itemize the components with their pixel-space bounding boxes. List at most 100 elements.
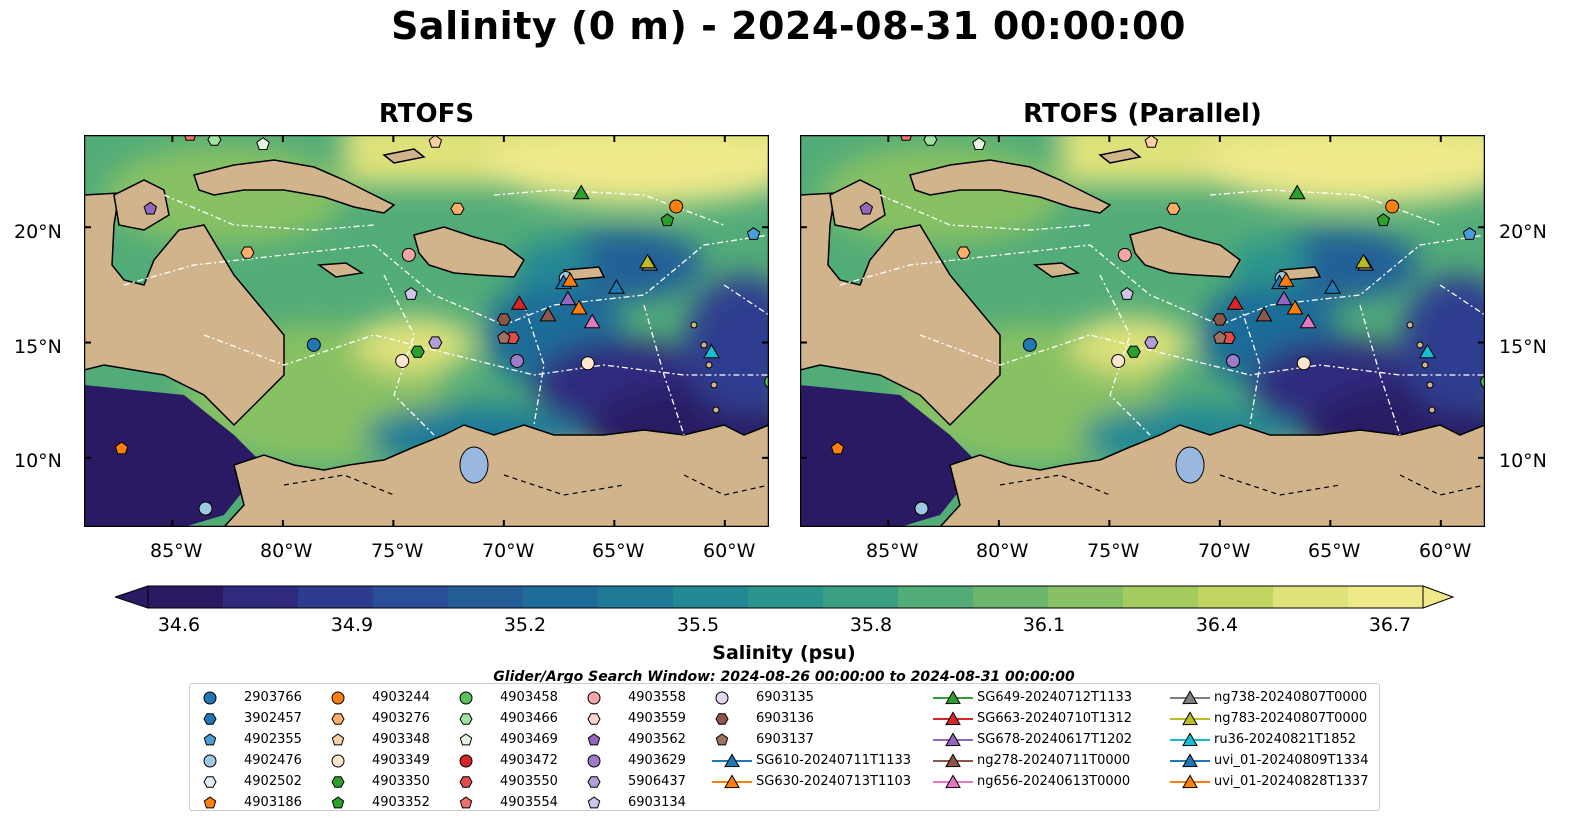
colorbar-segment bbox=[1198, 586, 1274, 608]
colorbar-segment bbox=[1048, 586, 1124, 608]
legend-marker-icon bbox=[587, 796, 601, 809]
legend-label: ng783-20240807T0000 bbox=[1214, 711, 1368, 726]
legend-marker bbox=[203, 733, 217, 746]
legend-marker-icon bbox=[1170, 690, 1210, 705]
legend-marker-icon bbox=[712, 753, 752, 768]
glider-marker bbox=[561, 272, 579, 287]
argo-float-marker bbox=[660, 213, 675, 227]
colorbar-segment bbox=[673, 586, 749, 608]
legend-label: 4903472 bbox=[500, 753, 558, 768]
colorbar-tick-label: 35.2 bbox=[503, 614, 547, 636]
legend-marker bbox=[459, 733, 473, 746]
panel-title-rtofs-parallel: RTOFS (Parallel) bbox=[1023, 99, 1262, 129]
argo-float-marker bbox=[510, 353, 525, 368]
lon-tick-label: 75°W bbox=[1087, 540, 1140, 562]
colorbar-segment bbox=[898, 586, 974, 608]
legend-label: SG610-20240711T1133 bbox=[756, 753, 912, 768]
map-panel-rtofs bbox=[84, 135, 769, 527]
argo-float-marker bbox=[830, 441, 845, 455]
colorbar-tick-label: 35.5 bbox=[676, 614, 720, 636]
legend-marker-icon bbox=[587, 754, 601, 768]
legend-marker bbox=[459, 713, 473, 725]
legend-marker-icon bbox=[331, 733, 345, 746]
legend-marker-icon bbox=[1170, 753, 1210, 768]
legend-label: SG663-20240710T1312 bbox=[977, 711, 1133, 726]
figure-title: Salinity (0 m) - 2024-08-31 00:00:00 bbox=[391, 4, 1186, 48]
argo-float-marker bbox=[428, 135, 443, 148]
argo-float-marker bbox=[914, 501, 929, 516]
glider-marker bbox=[639, 253, 656, 269]
legend-marker bbox=[715, 733, 729, 746]
argo-float-marker bbox=[1296, 356, 1311, 371]
colorbar-segment bbox=[148, 586, 224, 608]
legend-label: 6903135 bbox=[756, 690, 814, 705]
legend-marker-icon bbox=[331, 776, 345, 788]
legend-marker bbox=[945, 711, 961, 726]
argo-float-marker bbox=[240, 246, 255, 259]
argo-float-marker bbox=[114, 441, 129, 455]
legend-marker bbox=[724, 774, 740, 789]
legend-marker bbox=[1182, 732, 1198, 747]
colorbar-tick-label: 36.1 bbox=[1022, 614, 1066, 636]
legend-marker bbox=[945, 732, 961, 747]
legend-label: 3902457 bbox=[244, 711, 302, 726]
legend-marker bbox=[459, 754, 473, 768]
argo-float-marker bbox=[956, 246, 971, 259]
argo-float-marker bbox=[1376, 213, 1391, 227]
glider-marker bbox=[570, 299, 588, 315]
argo-float-marker bbox=[410, 345, 425, 358]
glider-marker bbox=[1419, 343, 1436, 359]
legend-marker bbox=[1182, 753, 1198, 768]
legend-label: 4903550 bbox=[500, 774, 558, 789]
colorbar-tick-label: 34.9 bbox=[330, 614, 374, 636]
argo-float-marker bbox=[1385, 199, 1400, 214]
legend-marker bbox=[331, 691, 345, 705]
legend-marker-icon bbox=[587, 733, 601, 746]
land-polygon bbox=[1098, 148, 1142, 164]
legend-label: 4903186 bbox=[244, 795, 302, 810]
lon-tick-label: 65°W bbox=[592, 540, 645, 562]
legend-label: 4903348 bbox=[372, 732, 430, 747]
colorbar bbox=[115, 585, 1455, 609]
lon-tick-label: 80°W bbox=[260, 540, 313, 562]
legend-marker-icon bbox=[715, 713, 729, 725]
legend-marker bbox=[945, 690, 961, 705]
argo-float-marker bbox=[1212, 313, 1227, 326]
argo-float-marker bbox=[496, 313, 511, 326]
argo-float-marker bbox=[923, 135, 938, 146]
legend-label: 4902502 bbox=[244, 774, 302, 789]
legend-label: 6903136 bbox=[756, 711, 814, 726]
legend-marker-icon bbox=[203, 796, 217, 809]
lon-tick-label: 75°W bbox=[371, 540, 424, 562]
colorbar-tick-label: 36.4 bbox=[1195, 614, 1239, 636]
glider-marker bbox=[1324, 278, 1341, 294]
legend-marker-icon bbox=[933, 732, 973, 747]
glider-marker bbox=[1255, 306, 1273, 322]
lon-tick-label: 70°W bbox=[482, 540, 535, 562]
glider-marker bbox=[608, 278, 625, 294]
land-polygon bbox=[909, 159, 1112, 214]
legend-marker-icon bbox=[459, 713, 473, 725]
argo-float-marker bbox=[1166, 202, 1181, 215]
lat-tick-label: 15°N bbox=[14, 336, 62, 358]
legend-marker bbox=[331, 776, 345, 788]
colorbar-segment bbox=[973, 586, 1049, 608]
legend-marker bbox=[203, 691, 217, 705]
legend-marker-icon bbox=[203, 691, 217, 705]
lat-tick-label: 15°N bbox=[1499, 336, 1547, 358]
legend-marker-icon bbox=[331, 754, 345, 768]
legend-marker bbox=[331, 754, 345, 768]
legend-label: 4903558 bbox=[628, 690, 686, 705]
legend-marker-icon bbox=[331, 691, 345, 705]
land-polygon bbox=[382, 148, 426, 164]
colorbar-segment bbox=[1273, 586, 1349, 608]
legend-label: 4903629 bbox=[628, 753, 686, 768]
land-polygon bbox=[1032, 262, 1081, 278]
legend-marker-icon bbox=[203, 754, 217, 768]
colorbar-segment bbox=[523, 586, 599, 608]
legend-marker bbox=[587, 796, 601, 809]
argo-float-marker bbox=[1117, 247, 1132, 262]
legend-marker bbox=[1182, 774, 1198, 789]
legend-marker bbox=[203, 713, 217, 725]
colorbar-tick-label: 36.7 bbox=[1368, 614, 1412, 636]
